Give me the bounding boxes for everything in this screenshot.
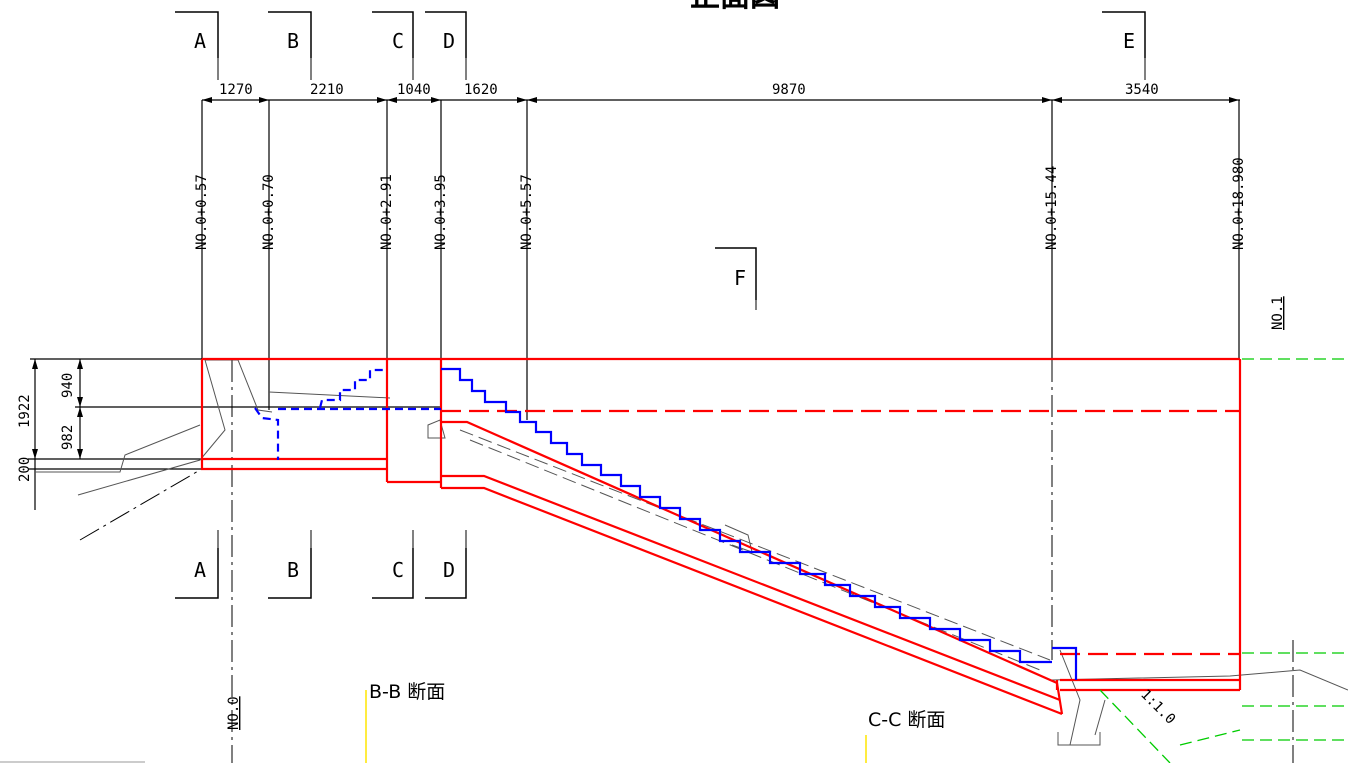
horizontal-dimension-line bbox=[201, 99, 1240, 420]
section-bb-label: B-B 断面 bbox=[369, 681, 445, 703]
red-dashed-levels bbox=[441, 409, 1240, 656]
vertical-dimension-arrows bbox=[32, 359, 83, 459]
drawing-title: 正面図 bbox=[690, 0, 780, 14]
existing-ground-dashed bbox=[459, 429, 1051, 673]
dimension-arrows bbox=[202, 97, 1239, 103]
station-0-557: NO.0+5.57 bbox=[519, 174, 535, 250]
station-0-1544: NO.0+15.44 bbox=[1044, 166, 1060, 250]
section-mark-b-bottom: B bbox=[287, 558, 299, 582]
dim-2210: 2210 bbox=[310, 82, 344, 98]
section-mark-a-bottom: A bbox=[194, 558, 206, 582]
section-mark-c-top: C bbox=[392, 29, 404, 53]
station-0-291: NO.0+2.91 bbox=[379, 174, 395, 250]
blue-stairs bbox=[441, 367, 1078, 680]
station-0-18980: NO.0+18.980 bbox=[1231, 157, 1247, 250]
section-mark-d-top: D bbox=[443, 29, 455, 53]
section-cc-label: C-C 断面 bbox=[868, 709, 945, 731]
dim-940: 940 bbox=[60, 373, 76, 398]
vertical-dimension-lines bbox=[28, 358, 440, 510]
section-mark-b-top: B bbox=[287, 29, 299, 53]
section-mark-c-bottom: C bbox=[392, 558, 404, 582]
point-no0-label: NO.0 bbox=[226, 696, 242, 730]
point-no1-label: NO.1 bbox=[1270, 296, 1286, 330]
dim-982: 982 bbox=[60, 425, 76, 450]
dim-1922: 1922 bbox=[17, 394, 33, 428]
section-markers-top bbox=[175, 11, 1146, 300]
section-markers-bottom bbox=[175, 548, 467, 599]
station-0-395: NO.0+3.95 bbox=[433, 174, 449, 250]
dim-1270: 1270 bbox=[219, 82, 253, 98]
dim-1620: 1620 bbox=[464, 82, 498, 98]
dim-9870: 9870 bbox=[772, 82, 806, 98]
station-0-070: NO.0+0.70 bbox=[261, 174, 277, 250]
section-mark-e-top: E bbox=[1123, 29, 1135, 53]
dim-3540: 3540 bbox=[1125, 82, 1159, 98]
green-ground-lines bbox=[1099, 358, 1348, 763]
station-0-057: NO.0+0.57 bbox=[194, 174, 210, 250]
blue-stairs-dashed bbox=[254, 368, 441, 460]
dim-200: 200 bbox=[17, 457, 33, 482]
dim-1040: 1040 bbox=[397, 82, 431, 98]
section-mark-f: F bbox=[734, 266, 746, 290]
slope-ratio-label: 1:1.0 bbox=[1137, 687, 1178, 728]
section-mark-a-top: A bbox=[194, 29, 206, 53]
section-mark-d-bottom: D bbox=[443, 558, 455, 582]
existing-ground-lines bbox=[35, 359, 1348, 746]
centerlines bbox=[79, 58, 1294, 763]
